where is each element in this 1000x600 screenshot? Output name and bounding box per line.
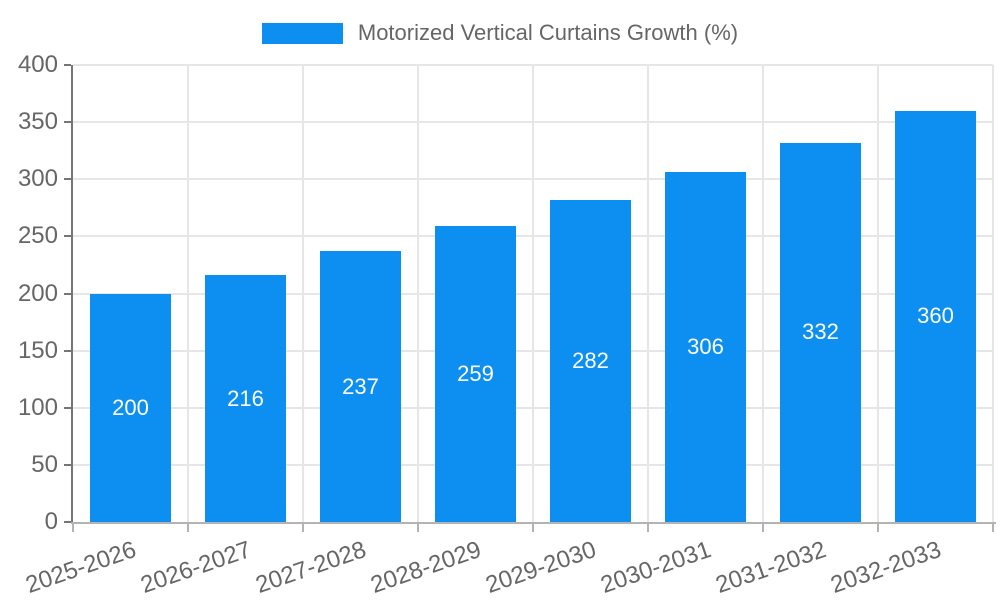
y-tick-label: 0 — [44, 508, 58, 535]
v-gridline — [992, 65, 994, 522]
y-tick — [64, 406, 71, 409]
plot-area: 200 216 237 259 282 306 332 360 — [73, 64, 994, 522]
bar-value-label: 282 — [572, 347, 609, 373]
y-tick-label: 150 — [17, 336, 58, 364]
x-tick-label-text: 2031-2032 — [711, 536, 830, 599]
v-gridline — [647, 65, 649, 522]
y-tick-label: 350 — [17, 108, 58, 136]
y-tick — [64, 292, 71, 295]
x-axis: 2025-2026 2026-2027 2027-2028 2028-2029 2029… — [22, 522, 994, 600]
bar[interactable]: 332 — [780, 142, 861, 522]
legend-swatch — [261, 22, 343, 44]
bar-value-label: 200 — [112, 394, 149, 420]
bar-value-label: 360 — [917, 303, 954, 329]
bar-value-label: 259 — [457, 361, 494, 387]
bar[interactable]: 216 — [205, 275, 286, 522]
x-tick-label-text: 2030-2031 — [596, 536, 715, 599]
y-tick-label: 200 — [17, 279, 58, 307]
chart-legend[interactable]: Motorized Vertical Curtains Growth (%) — [0, 20, 1000, 46]
x-tick — [877, 524, 879, 532]
legend-label: Motorized Vertical Curtains Growth (%) — [357, 20, 739, 45]
y-axis-line — [71, 65, 73, 524]
y-tick — [64, 178, 71, 181]
x-tick-label-text: 2032-2033 — [826, 536, 945, 599]
x-tick — [417, 524, 419, 532]
bar[interactable]: 282 — [550, 199, 631, 522]
x-tick — [647, 524, 649, 532]
x-tick-label-text: 2028-2029 — [366, 536, 485, 599]
v-gridline — [877, 65, 879, 522]
bar-value-label: 237 — [342, 373, 379, 399]
y-tick — [64, 349, 71, 352]
x-tick — [187, 524, 189, 532]
x-tick-label-text: 2029-2030 — [481, 536, 600, 599]
y-tick-label: 400 — [17, 51, 58, 78]
y-tick-label: 300 — [17, 165, 58, 193]
y-tick — [64, 64, 71, 66]
x-tick-label-text: 2025-2026 — [21, 536, 140, 599]
bar[interactable]: 360 — [895, 110, 976, 522]
x-tick-label-text: 2027-2028 — [251, 536, 370, 599]
y-tick-label: 250 — [17, 222, 58, 250]
v-gridline — [302, 65, 304, 522]
y-tick — [64, 521, 71, 523]
x-tick — [992, 524, 994, 532]
y-axis: 0 50 100 150 200 250 300 350 400 — [0, 53, 73, 534]
bar[interactable]: 200 — [90, 293, 171, 522]
bar-value-label: 306 — [687, 334, 724, 360]
x-tick — [72, 524, 74, 532]
v-gridline — [417, 65, 419, 522]
x-tick — [762, 524, 764, 532]
bar-value-label: 332 — [802, 319, 839, 345]
y-tick-label: 100 — [17, 393, 58, 421]
v-gridline — [532, 65, 534, 522]
y-tick — [64, 121, 71, 124]
y-tick — [64, 463, 71, 466]
bar[interactable]: 259 — [435, 226, 516, 522]
x-axis-line — [71, 522, 996, 524]
x-tick-label-text: 2026-2027 — [136, 536, 255, 599]
y-tick-label: 50 — [31, 450, 58, 478]
x-tick — [532, 524, 534, 532]
bar-value-label: 216 — [227, 385, 264, 411]
y-tick — [64, 235, 71, 238]
x-tick — [302, 524, 304, 532]
bar[interactable]: 306 — [665, 172, 746, 522]
v-gridline — [187, 65, 189, 522]
v-gridline — [762, 65, 764, 522]
bar[interactable]: 237 — [320, 251, 401, 522]
